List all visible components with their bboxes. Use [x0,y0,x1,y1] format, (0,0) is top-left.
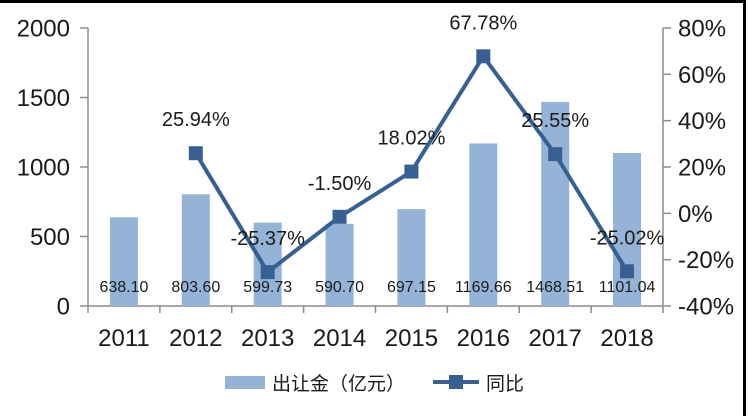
bar-value-label-2013: 599.73 [243,279,292,296]
x-axis-category-label-2015: 2015 [385,325,438,352]
x-axis-category-label-2011: 2011 [98,325,150,352]
yoy-marker-2012 [188,146,203,161]
bar-2014 [325,223,354,306]
bar-2011 [109,217,138,306]
bar-series-label: 出让金（亿元） [271,373,405,395]
left-axis-tick-label: 1500 [17,85,70,112]
x-axis-category-label-2012: 2012 [169,325,222,352]
yoy-label-2013: -25.37% [230,228,305,250]
yoy-marker-2017 [548,147,563,162]
legend-item-bar-series: 出让金（亿元） [224,369,405,396]
bar-2012 [181,194,210,306]
yoy-marker-2015 [404,164,419,179]
left-axis-tick-label: 0 [57,294,70,321]
right-axis-tick-label: -40% [678,294,734,321]
bar-value-label-2014: 590.70 [315,279,364,296]
x-axis-category-label-2013: 2013 [241,325,294,352]
legend: 出让金（亿元） 同比 [0,368,749,396]
yoy-label-2012: 25.94% [162,109,230,131]
left-axis-tick-label: 1000 [17,155,70,182]
frame-border-right [743,0,746,416]
bar-value-label-2017: 1468.51 [526,279,584,296]
x-axis-category-label-2018: 2018 [600,325,653,352]
bar-2015 [397,209,426,306]
left-axis-tick-label: 2000 [17,16,70,43]
bar-2017 [541,101,570,307]
yoy-marker-2014 [332,209,347,224]
right-axis-tick-label: 0% [678,201,713,228]
yoy-label-2018: -25.02% [590,227,665,249]
line-series-marker-icon [433,374,479,390]
x-axis-category-label-2016: 2016 [457,325,510,352]
yoy-marker-2016 [476,49,491,64]
right-axis-tick-label: 40% [678,108,726,135]
left-axis-tick-label: 500 [30,224,70,251]
bar-value-label-2012: 803.60 [171,279,220,296]
yoy-marker-2013 [260,265,275,280]
right-axis-tick-label: -20% [678,247,734,274]
x-axis-category-label-2014: 2014 [313,325,366,352]
line-series-label: 同比 [486,373,525,395]
yoy-label-2017: 25.55% [521,110,589,132]
line-icon-square [449,375,463,389]
bar-value-label-2016: 1169.66 [455,279,512,296]
yoy-label-2014: -1.50% [308,173,372,195]
frame-border-top [0,0,745,3]
right-axis-tick-label: 80% [678,16,726,43]
bar-value-label-2011: 638.10 [99,279,148,296]
right-axis-tick-label: 60% [678,62,726,89]
yoy-marker-2018 [620,264,635,279]
bar-2018 [613,152,642,306]
bar-series-swatch-icon [224,375,265,389]
bar-value-label-2015: 697.15 [387,279,436,296]
yoy-label-2015: 18.02% [378,128,446,150]
yoy-label-2016: 67.78% [449,12,517,34]
bar-value-label-2018: 1101.04 [599,279,656,296]
legend-item-line-series: 同比 [433,369,524,396]
x-axis-category-label-2017: 2017 [528,325,581,352]
right-axis-tick-label: 20% [678,155,726,182]
bar-2016 [469,143,498,306]
